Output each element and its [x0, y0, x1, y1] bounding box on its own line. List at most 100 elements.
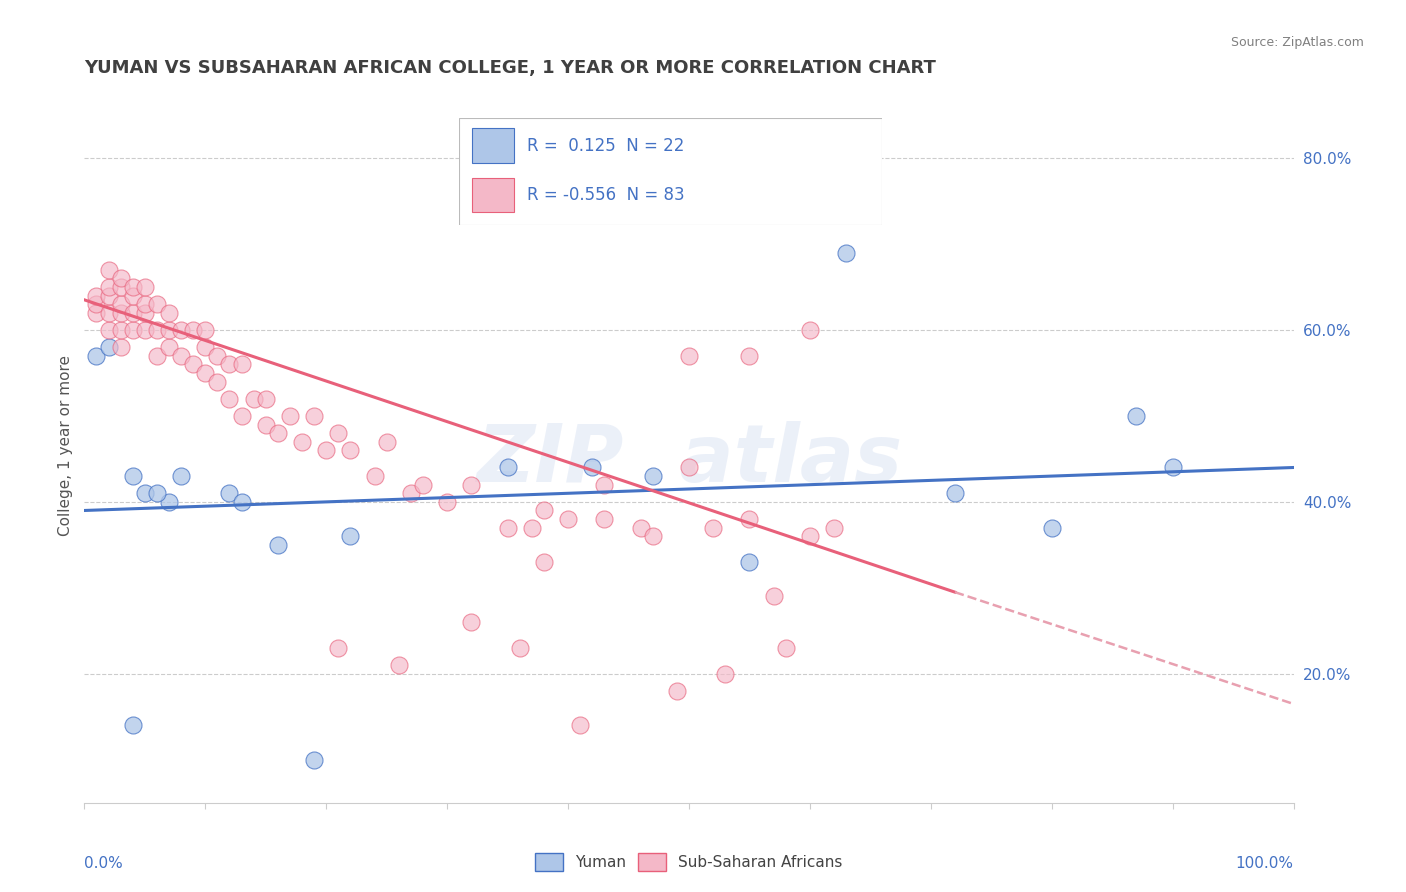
Point — [665, 684, 688, 698]
Point — [134, 323, 156, 337]
Point — [146, 349, 169, 363]
Point — [375, 434, 398, 449]
Point — [194, 323, 217, 337]
Point — [97, 280, 120, 294]
Point — [97, 288, 120, 302]
Point — [436, 495, 458, 509]
Point — [593, 512, 616, 526]
Point — [170, 323, 193, 337]
Point — [121, 306, 143, 320]
Point — [460, 615, 482, 630]
Text: 0.0%: 0.0% — [84, 856, 124, 871]
Point — [121, 469, 143, 483]
Point — [302, 753, 325, 767]
Point — [835, 245, 858, 260]
Point — [218, 357, 240, 371]
Point — [134, 280, 156, 294]
Point — [86, 349, 108, 363]
Point — [593, 477, 616, 491]
Text: 100.0%: 100.0% — [1236, 856, 1294, 871]
Point — [254, 417, 277, 432]
Point — [110, 271, 132, 285]
Point — [520, 521, 543, 535]
Point — [110, 340, 132, 354]
Point — [328, 426, 350, 441]
Point — [328, 641, 350, 656]
Text: ZIP  atlas: ZIP atlas — [475, 421, 903, 500]
Point — [738, 349, 761, 363]
Point — [110, 297, 132, 311]
Point — [134, 486, 156, 500]
Point — [738, 512, 761, 526]
Point — [678, 460, 700, 475]
Point — [121, 280, 143, 294]
Point — [460, 477, 482, 491]
Point — [533, 503, 555, 517]
Point — [146, 297, 169, 311]
Point — [110, 280, 132, 294]
Point — [110, 306, 132, 320]
Point — [267, 538, 290, 552]
Point — [86, 306, 108, 320]
Point — [207, 349, 229, 363]
Point — [823, 521, 845, 535]
Point — [388, 658, 411, 673]
Point — [339, 529, 361, 543]
Point — [363, 469, 385, 483]
Point — [581, 460, 603, 475]
Point — [339, 443, 361, 458]
Point — [302, 409, 325, 423]
Point — [799, 323, 821, 337]
Point — [315, 443, 337, 458]
Point — [557, 512, 579, 526]
Point — [97, 306, 120, 320]
Point — [702, 521, 724, 535]
Point — [194, 366, 217, 380]
Point — [762, 590, 785, 604]
Point — [218, 392, 240, 406]
Point — [678, 349, 700, 363]
Point — [1125, 409, 1147, 423]
Legend: Yuman, Sub-Saharan Africans: Yuman, Sub-Saharan Africans — [529, 847, 849, 877]
Point — [157, 495, 180, 509]
Point — [121, 718, 143, 732]
Point — [738, 555, 761, 569]
Text: Source: ZipAtlas.com: Source: ZipAtlas.com — [1230, 36, 1364, 49]
Point — [121, 323, 143, 337]
Point — [146, 486, 169, 500]
Point — [134, 306, 156, 320]
Y-axis label: College, 1 year or more: College, 1 year or more — [58, 356, 73, 536]
Point — [134, 297, 156, 311]
Point — [509, 641, 531, 656]
Point — [97, 323, 120, 337]
Point — [231, 409, 253, 423]
Point — [254, 392, 277, 406]
Point — [641, 469, 664, 483]
Point — [278, 409, 301, 423]
Point — [775, 641, 797, 656]
Point — [496, 460, 519, 475]
Point — [1161, 460, 1184, 475]
Text: YUMAN VS SUBSAHARAN AFRICAN COLLEGE, 1 YEAR OR MORE CORRELATION CHART: YUMAN VS SUBSAHARAN AFRICAN COLLEGE, 1 Y… — [84, 59, 936, 77]
Point — [207, 375, 229, 389]
Point — [799, 529, 821, 543]
Point — [218, 486, 240, 500]
Point — [170, 349, 193, 363]
Point — [86, 288, 108, 302]
Point — [97, 340, 120, 354]
Point — [181, 357, 204, 371]
Point — [157, 323, 180, 337]
Point — [569, 718, 592, 732]
Point — [146, 323, 169, 337]
Point — [181, 323, 204, 337]
Point — [231, 495, 253, 509]
Point — [157, 340, 180, 354]
Point — [943, 486, 966, 500]
Point — [231, 357, 253, 371]
Point — [630, 521, 652, 535]
Point — [267, 426, 290, 441]
Point — [496, 521, 519, 535]
Point — [97, 262, 120, 277]
Point — [242, 392, 264, 406]
Point — [121, 288, 143, 302]
